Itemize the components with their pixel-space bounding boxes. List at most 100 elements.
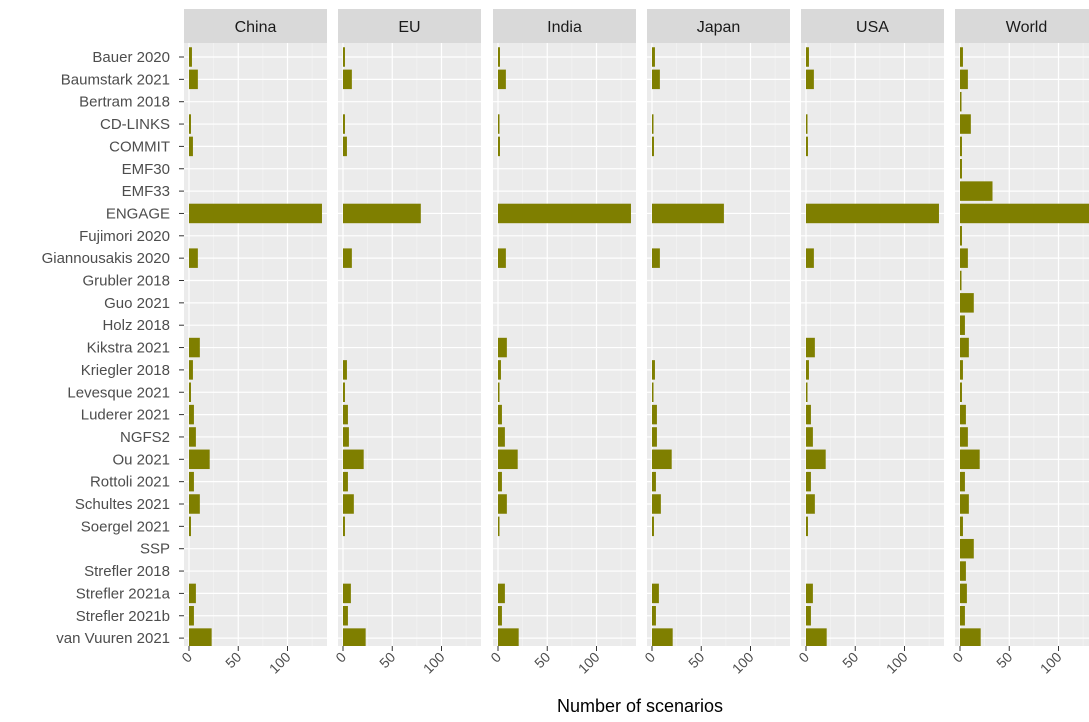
bar <box>652 471 656 492</box>
bar <box>189 516 191 537</box>
bar <box>806 248 814 268</box>
facet-panel: India 0 50 100 <box>487 9 636 677</box>
bar <box>652 628 673 646</box>
x-tick-label: 100 <box>1037 649 1065 677</box>
bar <box>960 427 968 447</box>
bar <box>189 628 212 646</box>
bar <box>652 114 654 134</box>
bar <box>960 203 1089 224</box>
bar <box>652 136 654 157</box>
bar <box>806 203 939 224</box>
facet-strip-label: World <box>1006 19 1048 36</box>
bar <box>960 516 963 537</box>
x-tick-label: 0 <box>332 649 349 666</box>
bar <box>189 69 198 90</box>
facet-strip-label: China <box>235 19 277 36</box>
bar <box>960 494 969 514</box>
bar <box>343 69 352 90</box>
y-tick-label: Strefler 2021a <box>76 585 171 602</box>
bar <box>806 114 808 134</box>
facet-panel: World 0 50 100 <box>949 9 1089 677</box>
bar <box>343 471 348 492</box>
bar <box>343 628 366 646</box>
bar-group <box>189 47 322 646</box>
bar <box>652 449 672 470</box>
y-tick-label: Luderer 2021 <box>81 407 170 424</box>
bar <box>189 427 196 447</box>
bar <box>498 114 500 134</box>
x-tick-label: 50 <box>685 649 707 671</box>
bar <box>343 404 348 425</box>
facet-strip-label: Japan <box>697 19 741 36</box>
y-tick-label: Guo 2021 <box>104 295 170 312</box>
panel-background <box>493 43 636 646</box>
bar <box>189 382 191 402</box>
bar <box>806 449 826 470</box>
facet-strip <box>493 9 636 43</box>
x-tick-label: 100 <box>420 649 448 677</box>
bar-group <box>343 47 421 646</box>
x-tick-label: 50 <box>993 649 1015 671</box>
bar <box>343 114 345 134</box>
bar <box>652 404 657 425</box>
bar <box>960 226 962 246</box>
bar-group <box>498 47 631 646</box>
y-tick-label: COMMIT <box>109 138 170 155</box>
x-tick-label: 50 <box>531 649 553 671</box>
bar <box>189 337 200 358</box>
y-tick-label: Holz 2018 <box>102 317 170 334</box>
facet-panel: Japan 0 50 100 <box>641 9 790 677</box>
x-tick-label: 0 <box>178 649 195 666</box>
bar <box>343 516 345 537</box>
bar <box>189 449 210 470</box>
bar <box>189 203 322 224</box>
bar <box>652 69 660 90</box>
bar <box>806 494 815 514</box>
bar <box>652 47 655 67</box>
bar <box>343 136 347 157</box>
y-tick-label: Soergel 2021 <box>81 518 170 535</box>
x-axis-title: Number of scenarios <box>557 696 723 716</box>
facet-strip <box>955 9 1089 43</box>
bar <box>960 404 966 425</box>
bar <box>960 583 967 604</box>
bar <box>498 47 500 67</box>
bar <box>806 606 811 626</box>
y-tick-label: EMF30 <box>122 161 170 178</box>
facet-strip-label: USA <box>856 19 889 36</box>
bar <box>960 449 980 470</box>
y-tick-label: Strefler 2021b <box>76 608 170 625</box>
x-tick-label: 100 <box>575 649 603 677</box>
y-tick-label: Fujimori 2020 <box>79 228 170 245</box>
bar <box>343 494 354 514</box>
bar <box>498 337 507 358</box>
bar <box>498 427 505 447</box>
facet-panel: EU 0 50 100 <box>332 9 481 677</box>
facet-strip <box>801 9 944 43</box>
bar <box>960 315 965 335</box>
bar <box>960 382 962 402</box>
bar <box>960 606 965 626</box>
bar <box>960 561 966 581</box>
bar <box>189 606 194 626</box>
panel-background <box>647 43 790 646</box>
bar <box>652 248 660 268</box>
x-tick-label: 100 <box>729 649 757 677</box>
x-tick-label: 100 <box>266 649 294 677</box>
bar-group <box>960 47 1089 646</box>
y-tick-label: Bertram 2018 <box>79 94 170 111</box>
x-tick-label: 0 <box>641 649 658 666</box>
bar <box>960 471 965 492</box>
facet-panel: China 0 50 100 <box>178 9 327 677</box>
bar <box>498 382 500 402</box>
bar <box>343 606 348 626</box>
y-tick-label: Rottoli 2021 <box>90 474 170 491</box>
y-tick-label: Baumstark 2021 <box>61 71 170 88</box>
bar <box>189 47 192 67</box>
bar <box>652 494 661 514</box>
y-tick-label: Bauer 2020 <box>92 49 170 66</box>
x-tick-label: 50 <box>839 649 861 671</box>
bar <box>498 203 631 224</box>
bar <box>960 47 963 67</box>
